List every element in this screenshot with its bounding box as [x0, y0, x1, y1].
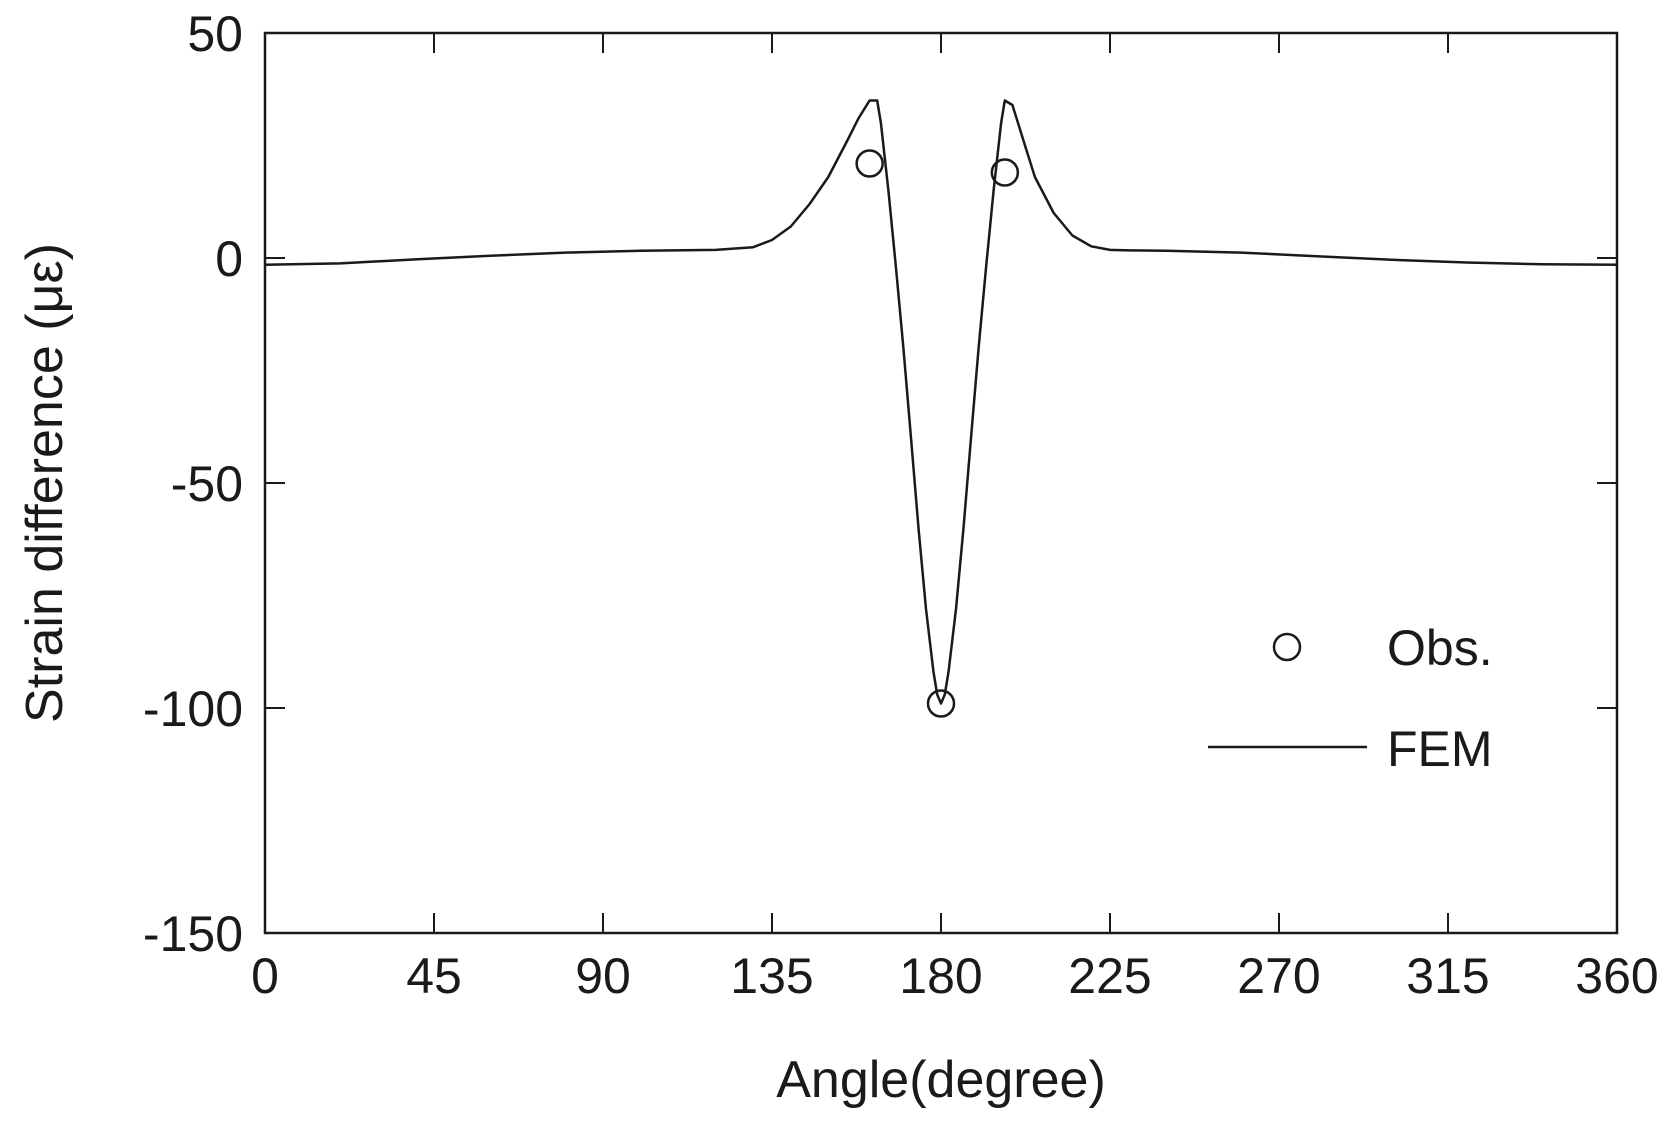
obs-point: [990, 158, 1020, 187]
x-tick-label: 225: [1068, 948, 1151, 1004]
x-tick-label: 360: [1575, 948, 1658, 1004]
legend-obs-label: Obs.: [1387, 620, 1493, 676]
y-axis-label: Strain difference (με): [16, 243, 74, 723]
x-tick-label: 0: [251, 948, 279, 1004]
legend-obs-marker: [1272, 632, 1302, 662]
x-tick-label: 315: [1406, 948, 1489, 1004]
obs-point: [855, 149, 884, 178]
x-axis-label: Angle(degree): [776, 1051, 1106, 1109]
x-tick-label: 90: [575, 948, 631, 1004]
x-axis-ticks: 0 45 90 135 180 225 270 315 360: [251, 33, 1659, 1004]
x-tick-label: 45: [406, 948, 462, 1004]
y-tick-label: 0: [215, 231, 243, 287]
y-axis-ticks: 50 0 -50 -100 -150: [143, 6, 1617, 962]
x-tick-label: 135: [730, 948, 813, 1004]
y-tick-label: 50: [187, 6, 243, 62]
series-layer: [264, 99, 1618, 718]
y-tick-label: -150: [143, 906, 243, 962]
legend: Obs. FEM: [1208, 620, 1493, 777]
x-tick-label: 270: [1237, 948, 1320, 1004]
x-tick-label: 180: [899, 948, 982, 1004]
y-tick-label: -50: [171, 456, 243, 512]
y-tick-label: -100: [143, 681, 243, 737]
plot-border: [263, 31, 1619, 935]
obs-point: [926, 689, 956, 718]
plot-area: [263, 31, 1619, 935]
legend-fem-label: FEM: [1387, 721, 1493, 777]
fem-series-line: [264, 99, 1618, 705]
